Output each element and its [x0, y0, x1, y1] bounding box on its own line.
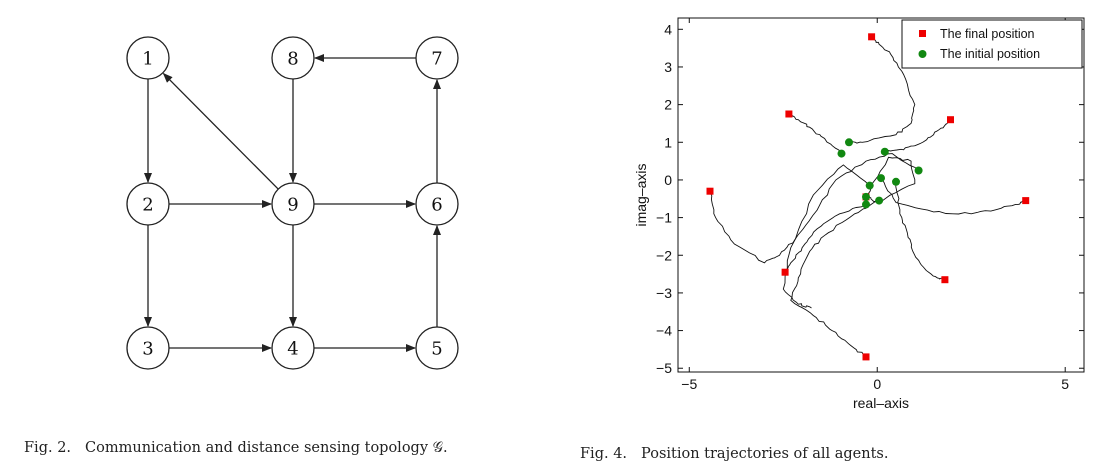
- node-4: 4: [271, 326, 315, 370]
- y-tick-label: 0: [664, 172, 672, 188]
- axis-ticks: −5 0 5 4 3 2 1 0 −1 −2 −3 −4 −5: [656, 18, 1084, 392]
- final-position-point: [947, 116, 954, 124]
- node-circle: [126, 182, 170, 226]
- y-tick-label: −1: [656, 210, 672, 226]
- trajectory-lines: [709, 36, 1026, 358]
- y-tick-label: −4: [656, 323, 672, 339]
- initial-position-point: [862, 200, 870, 209]
- y-tick-label: 2: [664, 97, 672, 113]
- x-tick-label: 0: [873, 376, 881, 392]
- node-label: 6: [431, 195, 442, 216]
- node-2: 2: [126, 182, 170, 226]
- legend: The final position The initial position: [901, 19, 1083, 69]
- node-circle: [126, 36, 170, 80]
- trajectory-5: [880, 177, 1026, 215]
- initial-position-point: [845, 138, 853, 147]
- node-label: 4: [287, 339, 298, 360]
- fig4-number: Fig. 4.: [580, 446, 628, 462]
- final-position-point: [868, 33, 876, 41]
- y-tick-label: 1: [664, 134, 672, 150]
- trajectory-1: [848, 36, 916, 144]
- fig2-number: Fig. 2.: [24, 440, 72, 456]
- final-position-point: [706, 187, 714, 195]
- y-tick-label: 3: [664, 59, 672, 75]
- node-label: 2: [142, 195, 153, 216]
- node-label: 5: [431, 339, 442, 360]
- final-position-point: [781, 268, 789, 276]
- final-position-point: [1022, 197, 1030, 205]
- legend-final-label: The final position: [940, 27, 1035, 41]
- node-1: 1: [126, 36, 170, 80]
- initial-position-point: [892, 177, 900, 186]
- graph-nodes: 1 2 3 4 5 6 7 8 9: [126, 36, 459, 370]
- initial-position-point: [865, 181, 874, 190]
- initial-position-point: [877, 174, 885, 183]
- node-circle: [415, 36, 459, 80]
- initial-position-point: [862, 192, 870, 201]
- fig4-text: Position trajectories of all agents.: [641, 446, 889, 462]
- trajectory-4: [709, 153, 919, 264]
- legend-initial-marker: [918, 50, 927, 58]
- trajectory-2: [788, 113, 842, 154]
- node-circle: [271, 326, 315, 370]
- plot-frame: [677, 17, 1085, 373]
- node-label: 7: [431, 49, 442, 70]
- trajectory-9: [782, 164, 871, 309]
- y-tick-label: −5: [656, 360, 672, 376]
- trajectory-6: [895, 181, 946, 281]
- edge-9-to-1: [162, 72, 279, 190]
- node-circle: [415, 326, 459, 370]
- y-tick-label: −2: [656, 247, 672, 263]
- graph-edges: [144, 54, 441, 352]
- node-7: 7: [415, 36, 459, 80]
- fig2-caption: Fig. 2. Communication and distance sensin…: [24, 440, 448, 456]
- final-position-point: [941, 276, 949, 284]
- legend-box: [901, 19, 1083, 69]
- final-position-point: [862, 353, 870, 361]
- x-tick-label: −5: [681, 376, 697, 392]
- trajectory-7: [784, 204, 867, 273]
- y-axis-label: imag–axis: [633, 163, 649, 226]
- initial-position-point: [914, 166, 923, 175]
- node-circle: [126, 326, 170, 370]
- fig2-text: Communication and distance sensing topol…: [85, 440, 448, 456]
- node-label: 8: [287, 49, 298, 70]
- x-tick-label: 5: [1061, 376, 1069, 392]
- final-position-point: [785, 110, 793, 118]
- legend-final-marker: [919, 30, 926, 37]
- node-label: 9: [287, 195, 298, 216]
- legend-initial-label: The initial position: [940, 47, 1040, 61]
- node-circle: [271, 182, 315, 226]
- initial-position-point: [880, 147, 889, 156]
- fig4-caption: Fig. 4. Position trajectories of all agen…: [580, 446, 888, 462]
- node-8: 8: [271, 36, 315, 80]
- position-markers: [706, 33, 1030, 361]
- node-label: 3: [142, 339, 153, 360]
- y-tick-label: −3: [656, 285, 672, 301]
- trajectory-10: [865, 156, 916, 203]
- trajectory-8: [790, 200, 880, 358]
- node-3: 3: [126, 326, 170, 370]
- node-6: 6: [415, 182, 459, 226]
- node-circle: [415, 182, 459, 226]
- node-circle: [271, 36, 315, 80]
- x-axis-label: real–axis: [853, 395, 909, 411]
- trajectory-3: [884, 119, 951, 153]
- initial-position-point: [875, 196, 884, 205]
- y-tick-label: 4: [664, 21, 672, 37]
- node-5: 5: [415, 326, 459, 370]
- node-9: 9: [271, 182, 315, 226]
- initial-position-point: [837, 149, 846, 158]
- topology-graph: 1 2 3 4 5 6 7 8 9: [126, 36, 459, 370]
- node-label: 1: [142, 49, 153, 70]
